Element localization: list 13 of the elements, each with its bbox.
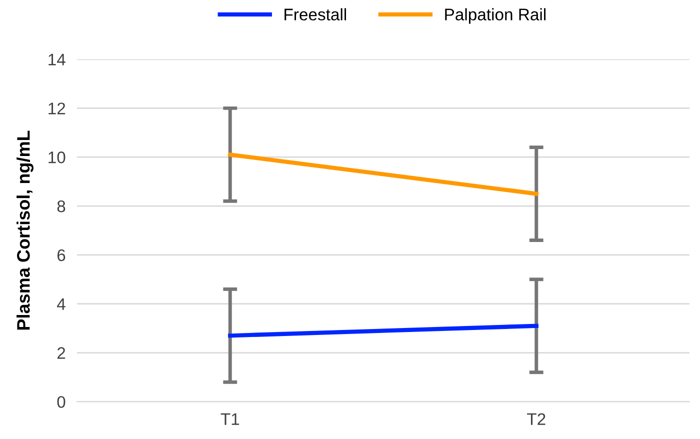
x-tick-label: T2: [527, 413, 546, 425]
y-tick-label: 12: [48, 102, 66, 114]
y-tick-label: 2: [57, 347, 66, 359]
y-tick-label: 8: [57, 200, 66, 212]
x-tick-label: T1: [220, 413, 240, 425]
legend-label: Freestall: [284, 8, 346, 20]
y-tick-label: 0: [57, 396, 66, 408]
y-axis-title: Plasma Cortisol, ng/mL: [16, 130, 34, 330]
y-tick-label: 6: [57, 249, 66, 262]
y-tick-label: 4: [57, 298, 66, 310]
y-tick-label: 14: [48, 54, 66, 66]
legend-label: Palpation Rail: [445, 8, 546, 24]
y-tick-label: 10: [48, 152, 66, 164]
